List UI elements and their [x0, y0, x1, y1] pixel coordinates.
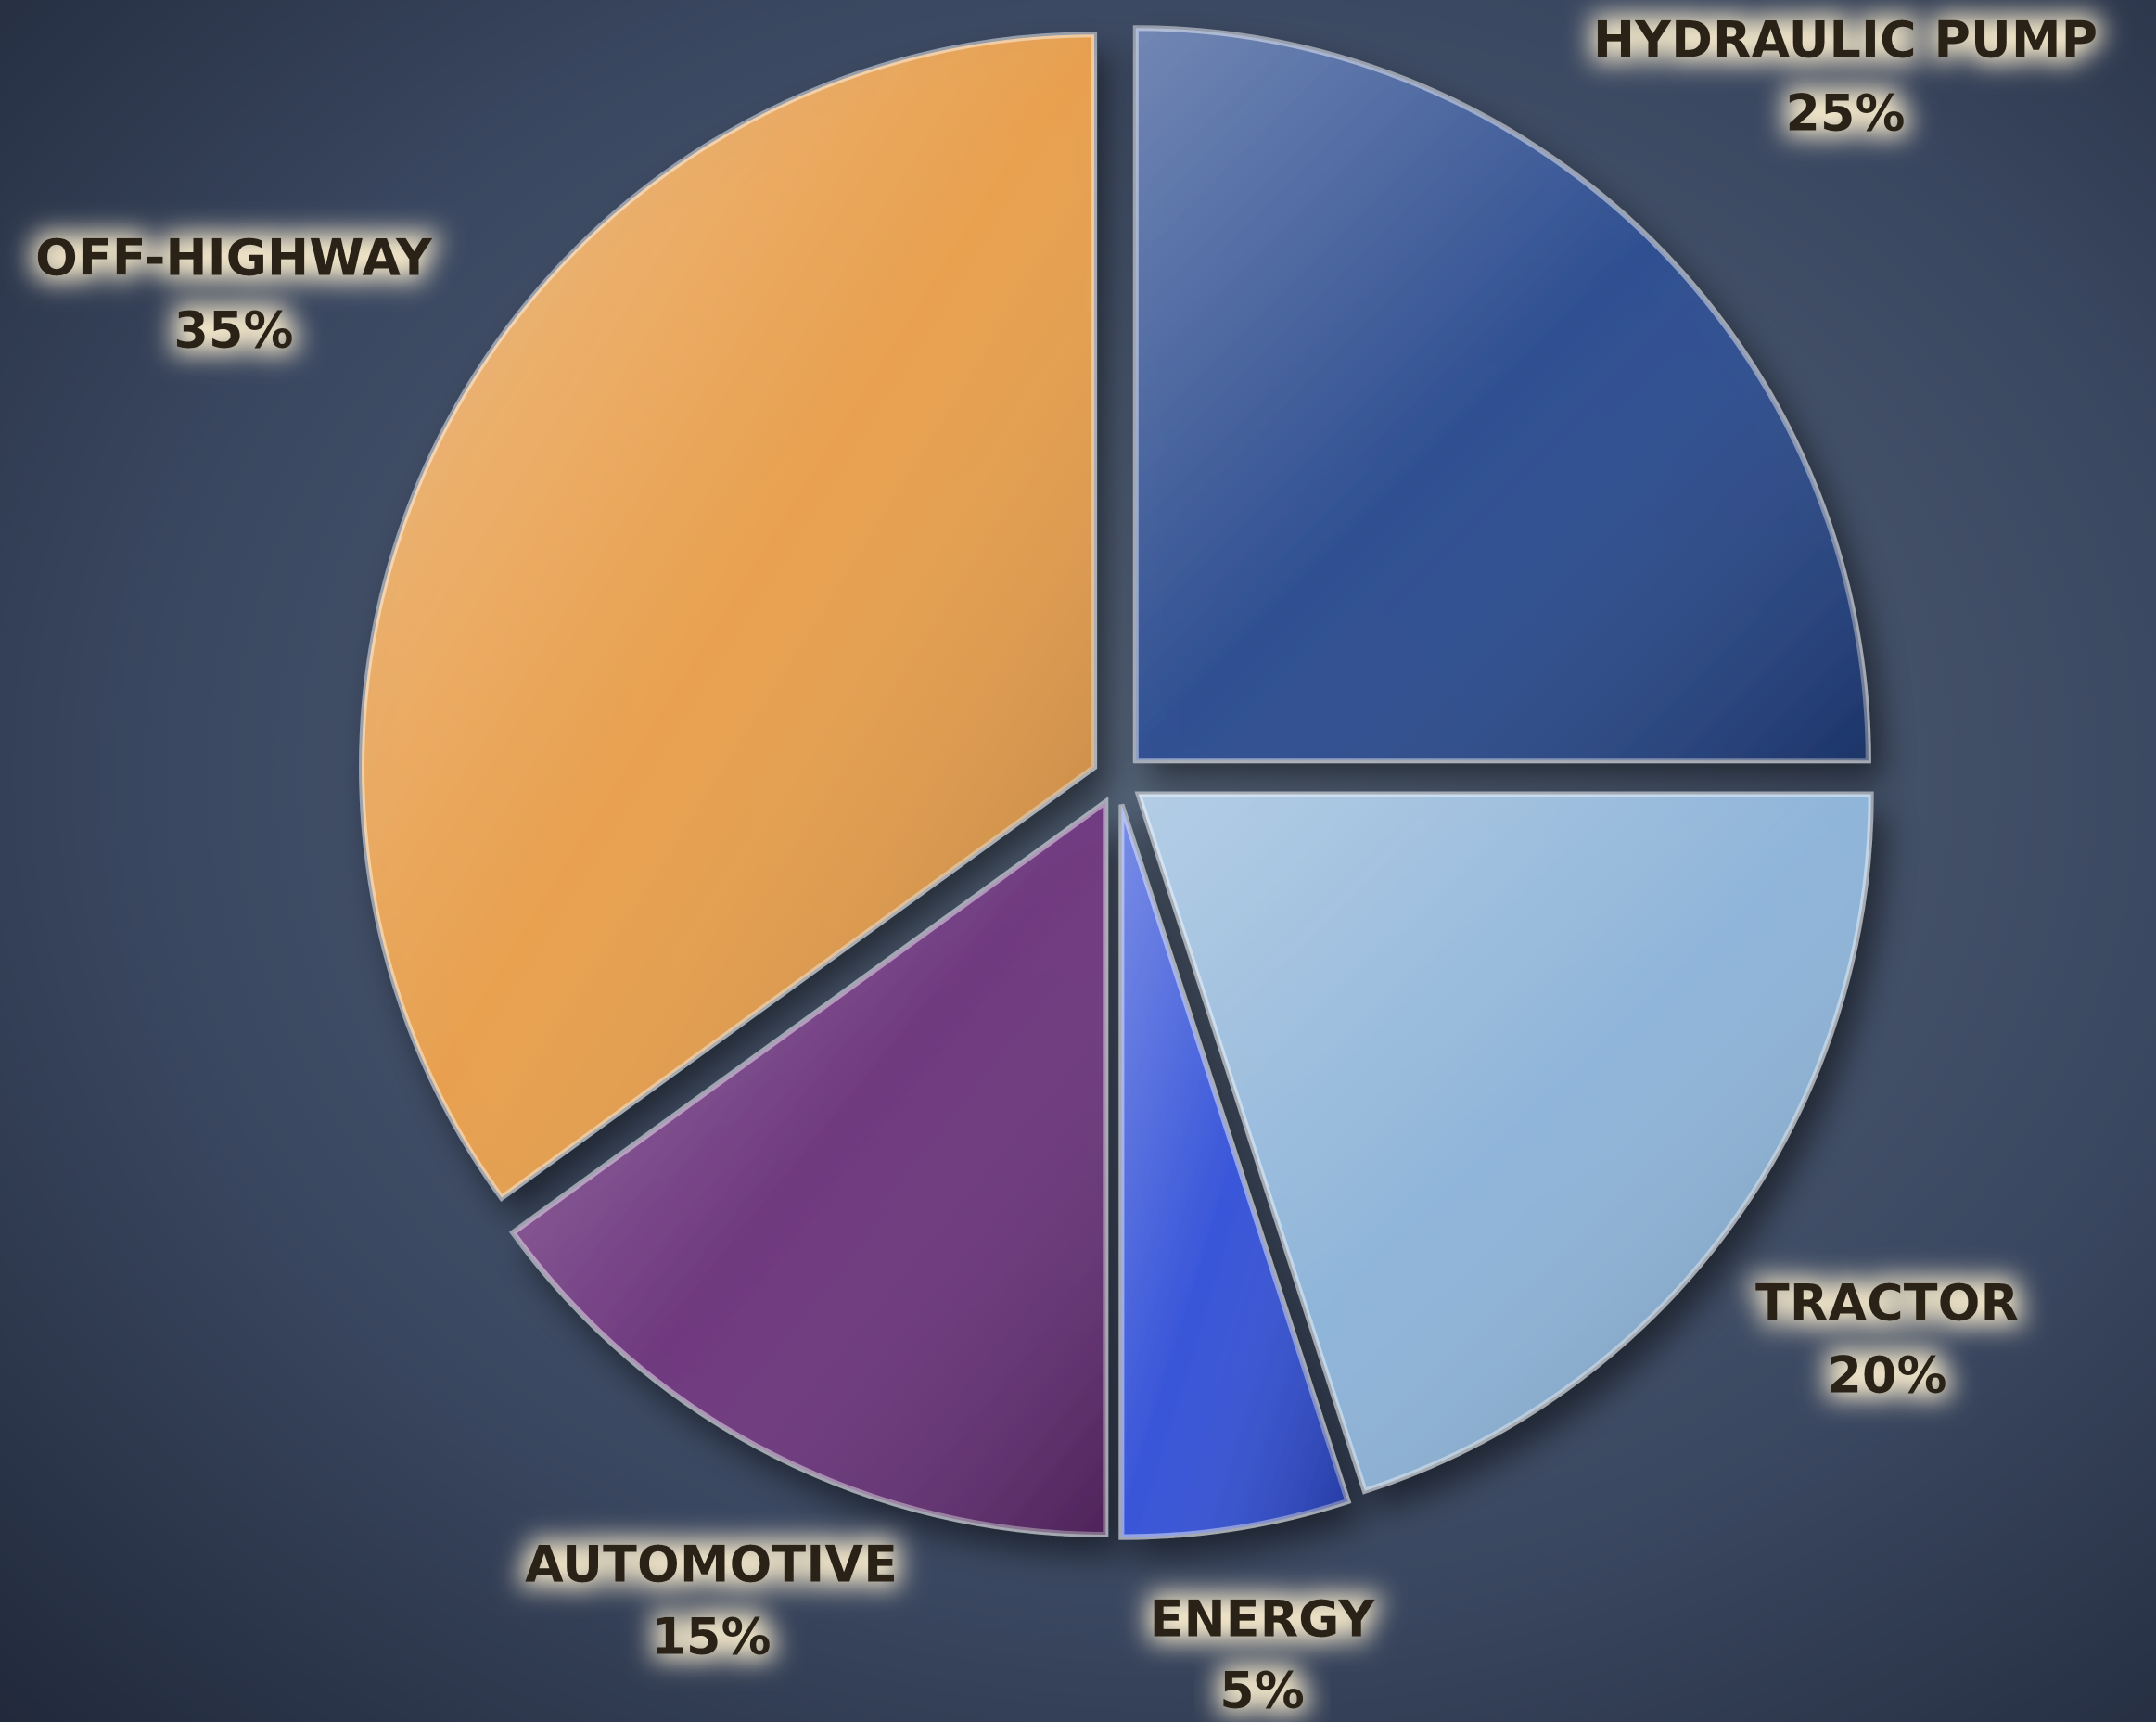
slice-sheen	[513, 801, 1106, 1535]
slice-sheen	[362, 34, 1095, 1198]
slice-label: HYDRAULIC PUMP	[1593, 11, 2098, 70]
slice-sheen	[1135, 28, 1869, 761]
slice-sheen	[1138, 794, 1871, 1491]
slice-value-label: 35%	[173, 301, 293, 360]
pie	[359, 25, 1874, 1540]
labels: HYDRAULIC PUMP 25% TRACTOR 20% ENERGY 5% AUTOM…	[35, 11, 2098, 1720]
slice-value-label: 5%	[1219, 1662, 1305, 1720]
slice-label: AUTOMOTIVE	[525, 1536, 898, 1594]
slice-value-label: 20%	[1827, 1346, 1946, 1405]
slice-value-label: 15%	[651, 1608, 771, 1666]
slice-sheen	[1121, 804, 1348, 1537]
slice-label: OFF-HIGHWAY	[35, 229, 433, 287]
slice-value-label: 25%	[1785, 84, 1905, 143]
slice-label: ENERGY	[1150, 1590, 1376, 1649]
slice-label: TRACTOR	[1755, 1274, 2019, 1333]
